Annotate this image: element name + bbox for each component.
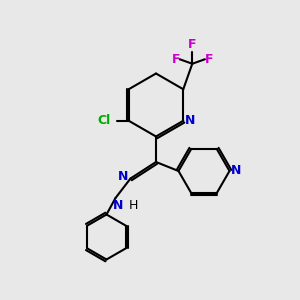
Text: N: N bbox=[112, 200, 123, 212]
Text: H: H bbox=[129, 200, 138, 212]
Text: N: N bbox=[185, 114, 195, 127]
Text: N: N bbox=[118, 170, 128, 184]
Text: F: F bbox=[172, 53, 180, 66]
Text: N: N bbox=[231, 164, 242, 178]
Text: F: F bbox=[205, 53, 213, 66]
Text: F: F bbox=[188, 38, 196, 51]
Text: Cl: Cl bbox=[98, 114, 111, 127]
